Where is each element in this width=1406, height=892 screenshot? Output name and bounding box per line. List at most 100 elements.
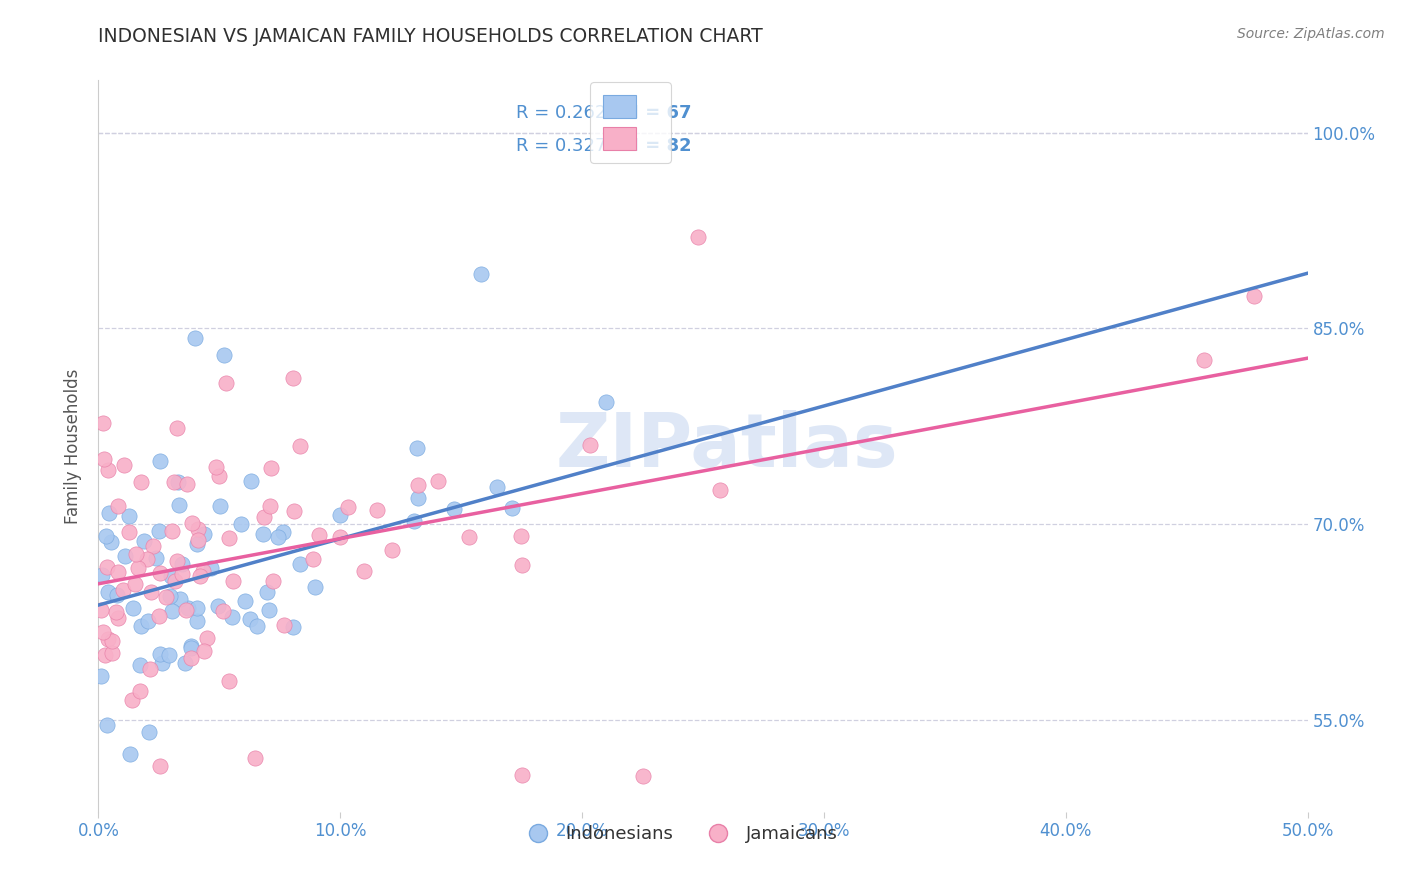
- Point: [193, 527, 215, 541]
- Text: INDONESIAN VS JAMAICAN FAMILY HOUSEHOLDS CORRELATION CHART: INDONESIAN VS JAMAICAN FAMILY HOUSEHOLDS…: [98, 27, 763, 45]
- Point: [112, 458, 135, 472]
- Point: [211, 604, 233, 618]
- Point: [96, 560, 118, 574]
- Point: [181, 516, 204, 530]
- Point: [240, 474, 263, 488]
- Point: [136, 551, 159, 566]
- Point: [304, 580, 326, 594]
- Point: [139, 662, 162, 676]
- Point: [406, 478, 429, 492]
- Point: [283, 504, 305, 518]
- Point: [136, 614, 159, 628]
- Text: N = 82: N = 82: [624, 137, 692, 155]
- Point: [93, 452, 115, 467]
- Point: [262, 574, 284, 588]
- Point: [283, 370, 305, 384]
- Y-axis label: Family Households: Family Households: [65, 368, 83, 524]
- Point: [187, 522, 209, 536]
- Point: [120, 747, 142, 761]
- Point: [180, 651, 202, 665]
- Point: [150, 656, 173, 670]
- Point: [381, 542, 404, 557]
- Point: [107, 588, 129, 602]
- Point: [288, 557, 311, 571]
- Point: [149, 454, 172, 468]
- Point: [184, 330, 207, 344]
- Point: [149, 647, 172, 661]
- Point: [160, 569, 183, 583]
- Point: [353, 564, 375, 578]
- Point: [148, 524, 170, 538]
- Point: [132, 534, 155, 549]
- Point: [510, 558, 533, 573]
- Point: [97, 463, 120, 477]
- Point: [301, 551, 323, 566]
- Text: ZIPatlas: ZIPatlas: [555, 409, 898, 483]
- Point: [166, 421, 188, 435]
- Point: [122, 601, 145, 615]
- Text: R = 0.327: R = 0.327: [516, 137, 606, 155]
- Text: Source: ZipAtlas.com: Source: ZipAtlas.com: [1237, 27, 1385, 41]
- Point: [260, 461, 283, 475]
- Point: [94, 529, 117, 543]
- Text: N = 67: N = 67: [624, 104, 692, 122]
- Point: [155, 591, 177, 605]
- Point: [195, 632, 218, 646]
- Point: [595, 395, 617, 409]
- Point: [406, 491, 429, 506]
- Point: [160, 524, 183, 538]
- Point: [329, 530, 352, 544]
- Point: [180, 639, 202, 653]
- Point: [186, 537, 208, 551]
- Point: [167, 499, 190, 513]
- Point: [281, 620, 304, 634]
- Point: [186, 614, 208, 628]
- Point: [1192, 352, 1215, 367]
- Point: [218, 531, 240, 545]
- Point: [256, 584, 278, 599]
- Point: [510, 768, 533, 782]
- Point: [273, 618, 295, 632]
- Point: [193, 643, 215, 657]
- Point: [94, 648, 117, 662]
- Point: [406, 441, 429, 455]
- Point: [97, 632, 120, 646]
- Point: [125, 547, 148, 561]
- Point: [402, 514, 425, 528]
- Point: [188, 569, 211, 583]
- Point: [501, 501, 523, 516]
- Point: [172, 558, 194, 572]
- Point: [96, 717, 118, 731]
- Point: [173, 656, 195, 670]
- Point: [180, 640, 202, 655]
- Point: [159, 589, 181, 603]
- Point: [118, 524, 141, 539]
- Point: [688, 230, 710, 244]
- Point: [470, 267, 492, 281]
- Point: [166, 554, 188, 568]
- Point: [107, 565, 129, 579]
- Point: [141, 585, 163, 599]
- Point: [129, 657, 152, 672]
- Legend: Indonesians, Jamaicans: Indonesians, Jamaicans: [513, 818, 845, 850]
- Point: [169, 592, 191, 607]
- Point: [259, 500, 281, 514]
- Point: [101, 634, 124, 648]
- Point: [91, 625, 114, 640]
- Point: [127, 561, 149, 575]
- Point: [163, 475, 186, 490]
- Point: [288, 440, 311, 454]
- Point: [118, 509, 141, 524]
- Point: [176, 477, 198, 491]
- Point: [235, 593, 257, 607]
- Point: [221, 610, 243, 624]
- Point: [149, 566, 172, 580]
- Point: [443, 502, 465, 516]
- Point: [336, 500, 359, 514]
- Point: [467, 867, 489, 881]
- Point: [271, 524, 294, 539]
- Point: [510, 528, 533, 542]
- Point: [149, 759, 172, 773]
- Point: [1243, 289, 1265, 303]
- Point: [162, 604, 184, 618]
